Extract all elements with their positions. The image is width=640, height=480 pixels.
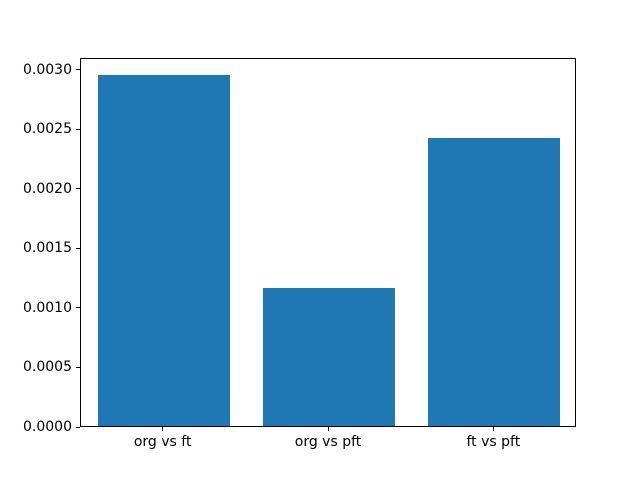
y-tick-label: 0.0010 <box>23 299 72 316</box>
y-tick-label: 0.0005 <box>23 359 72 376</box>
y-tick-label: 0.0020 <box>23 180 72 197</box>
y-tick-mark <box>76 129 80 130</box>
x-tick-label-org-vs-ft: org vs ft <box>133 434 192 450</box>
y-tick-mark <box>76 307 80 308</box>
y-tick-mark <box>76 69 80 70</box>
y-tick-mark <box>76 427 80 428</box>
y-tick-label: 0.0030 <box>23 61 72 78</box>
x-tick-mark <box>328 427 329 431</box>
x-tick-mark <box>162 427 163 431</box>
y-tick-label: 0.0025 <box>23 121 72 138</box>
y-tick-mark <box>76 367 80 368</box>
bar-org-vs-ft <box>98 75 230 426</box>
y-tick-label: 0.0015 <box>23 240 72 257</box>
y-tick-mark <box>76 188 80 189</box>
x-tick-label-ft-vs-pft: ft vs pft <box>466 434 521 450</box>
x-tick-mark <box>493 427 494 431</box>
y-tick-label: 0.0000 <box>23 419 72 435</box>
y-tick-mark <box>76 248 80 249</box>
x-tick-label-org-vs-pft: org vs pft <box>294 434 362 450</box>
plot-area <box>80 58 576 427</box>
bar-ft-vs-pft <box>428 138 560 426</box>
bar-org-vs-pft <box>263 288 395 426</box>
